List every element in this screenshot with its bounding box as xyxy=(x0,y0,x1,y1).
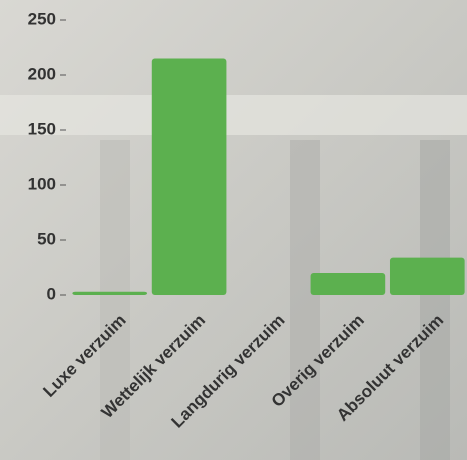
bar xyxy=(310,273,386,295)
background-pillar xyxy=(100,140,130,460)
bar xyxy=(389,257,465,295)
background-pillar xyxy=(290,140,320,460)
y-tick-label: 50 xyxy=(37,229,56,248)
y-tick-label: 0 xyxy=(47,284,56,303)
bar xyxy=(151,58,227,295)
background-pillar xyxy=(420,140,450,460)
bar xyxy=(72,291,148,295)
y-tick-label: 200 xyxy=(28,64,56,83)
background-beam xyxy=(0,95,467,135)
y-tick-label: 100 xyxy=(28,174,56,193)
y-tick-label: 150 xyxy=(28,119,56,138)
y-tick-label: 250 xyxy=(28,9,56,28)
